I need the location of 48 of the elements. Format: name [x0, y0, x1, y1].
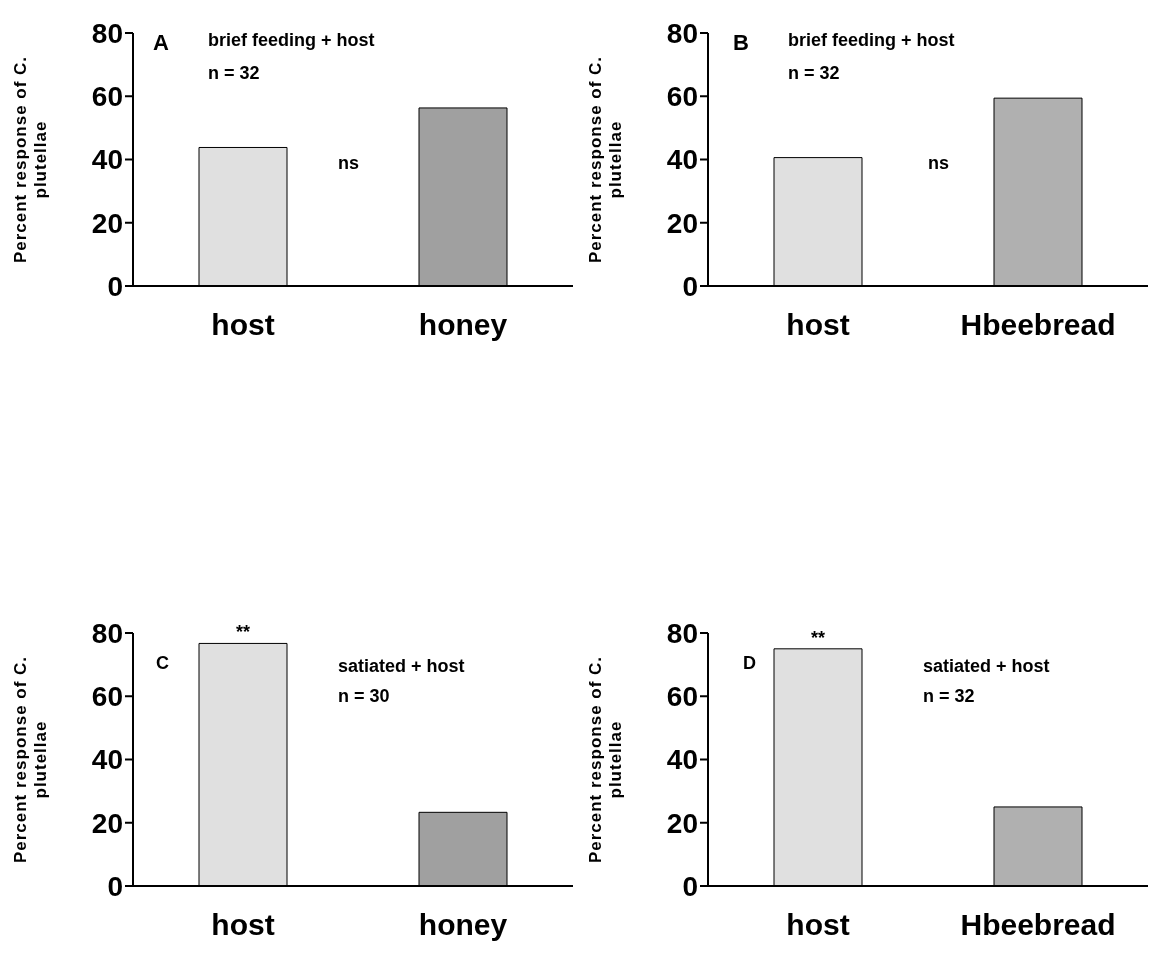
y-tick-label: 60 — [91, 681, 123, 713]
y-tick-label: 80 — [666, 617, 698, 649]
y-tick-label: 0 — [682, 270, 698, 302]
annotation: n = 30 — [338, 686, 390, 707]
y-tick-label: 60 — [91, 81, 123, 113]
annotation: ** — [235, 622, 251, 643]
y-tick-label: 20 — [666, 207, 698, 239]
x-tick-label: host — [211, 908, 275, 942]
y-tick-label: 60 — [666, 81, 698, 113]
y-tick-label: 60 — [666, 681, 698, 713]
annotation: ns — [338, 153, 360, 174]
y-tick-label: 80 — [91, 617, 123, 649]
y-tick-label: 40 — [666, 744, 698, 776]
x-tick-label: honey — [418, 308, 508, 342]
y-tick-label: 40 — [91, 744, 123, 776]
y-axis-title: Percent response of C. plutellae — [11, 655, 50, 864]
annotation: D — [743, 653, 756, 674]
y-tick-label: 80 — [666, 17, 698, 49]
x-tick-label: honey — [418, 908, 508, 942]
annotation: ns — [928, 153, 950, 174]
x-tick-label: host — [786, 308, 850, 342]
annotation: A — [153, 30, 169, 56]
annotation: ** — [810, 627, 826, 648]
y-tick-label: 0 — [107, 870, 123, 902]
y-tick-label: 80 — [91, 17, 123, 49]
y-axis-title: Percent response of C. plutellae — [11, 55, 50, 264]
y-axis-title: Percent response of C. plutellae — [586, 655, 625, 864]
annotation: brief feeding + host — [208, 30, 375, 51]
y-tick-label: 40 — [91, 144, 123, 176]
y-tick-label: 20 — [91, 207, 123, 239]
annotation: B — [733, 30, 749, 56]
annotation: satiated + host — [338, 656, 465, 677]
y-tick-label: 20 — [91, 807, 123, 839]
y-axis-title: Percent response of C. plutellae — [586, 55, 625, 264]
x-tick-label: host — [786, 908, 850, 942]
annotation: brief feeding + host — [788, 30, 955, 51]
annotation: satiated + host — [923, 656, 1050, 677]
x-tick-label: Hbeebread — [960, 908, 1116, 942]
x-tick-label: host — [211, 308, 275, 342]
annotation: C — [156, 653, 169, 674]
y-tick-label: 0 — [682, 870, 698, 902]
x-tick-label: Hbeebread — [960, 308, 1116, 342]
annotation: n = 32 — [923, 686, 975, 707]
y-tick-label: 40 — [666, 144, 698, 176]
y-tick-label: 0 — [107, 270, 123, 302]
annotation: n = 32 — [788, 63, 840, 84]
y-tick-label: 20 — [666, 807, 698, 839]
annotation: n = 32 — [208, 63, 260, 84]
